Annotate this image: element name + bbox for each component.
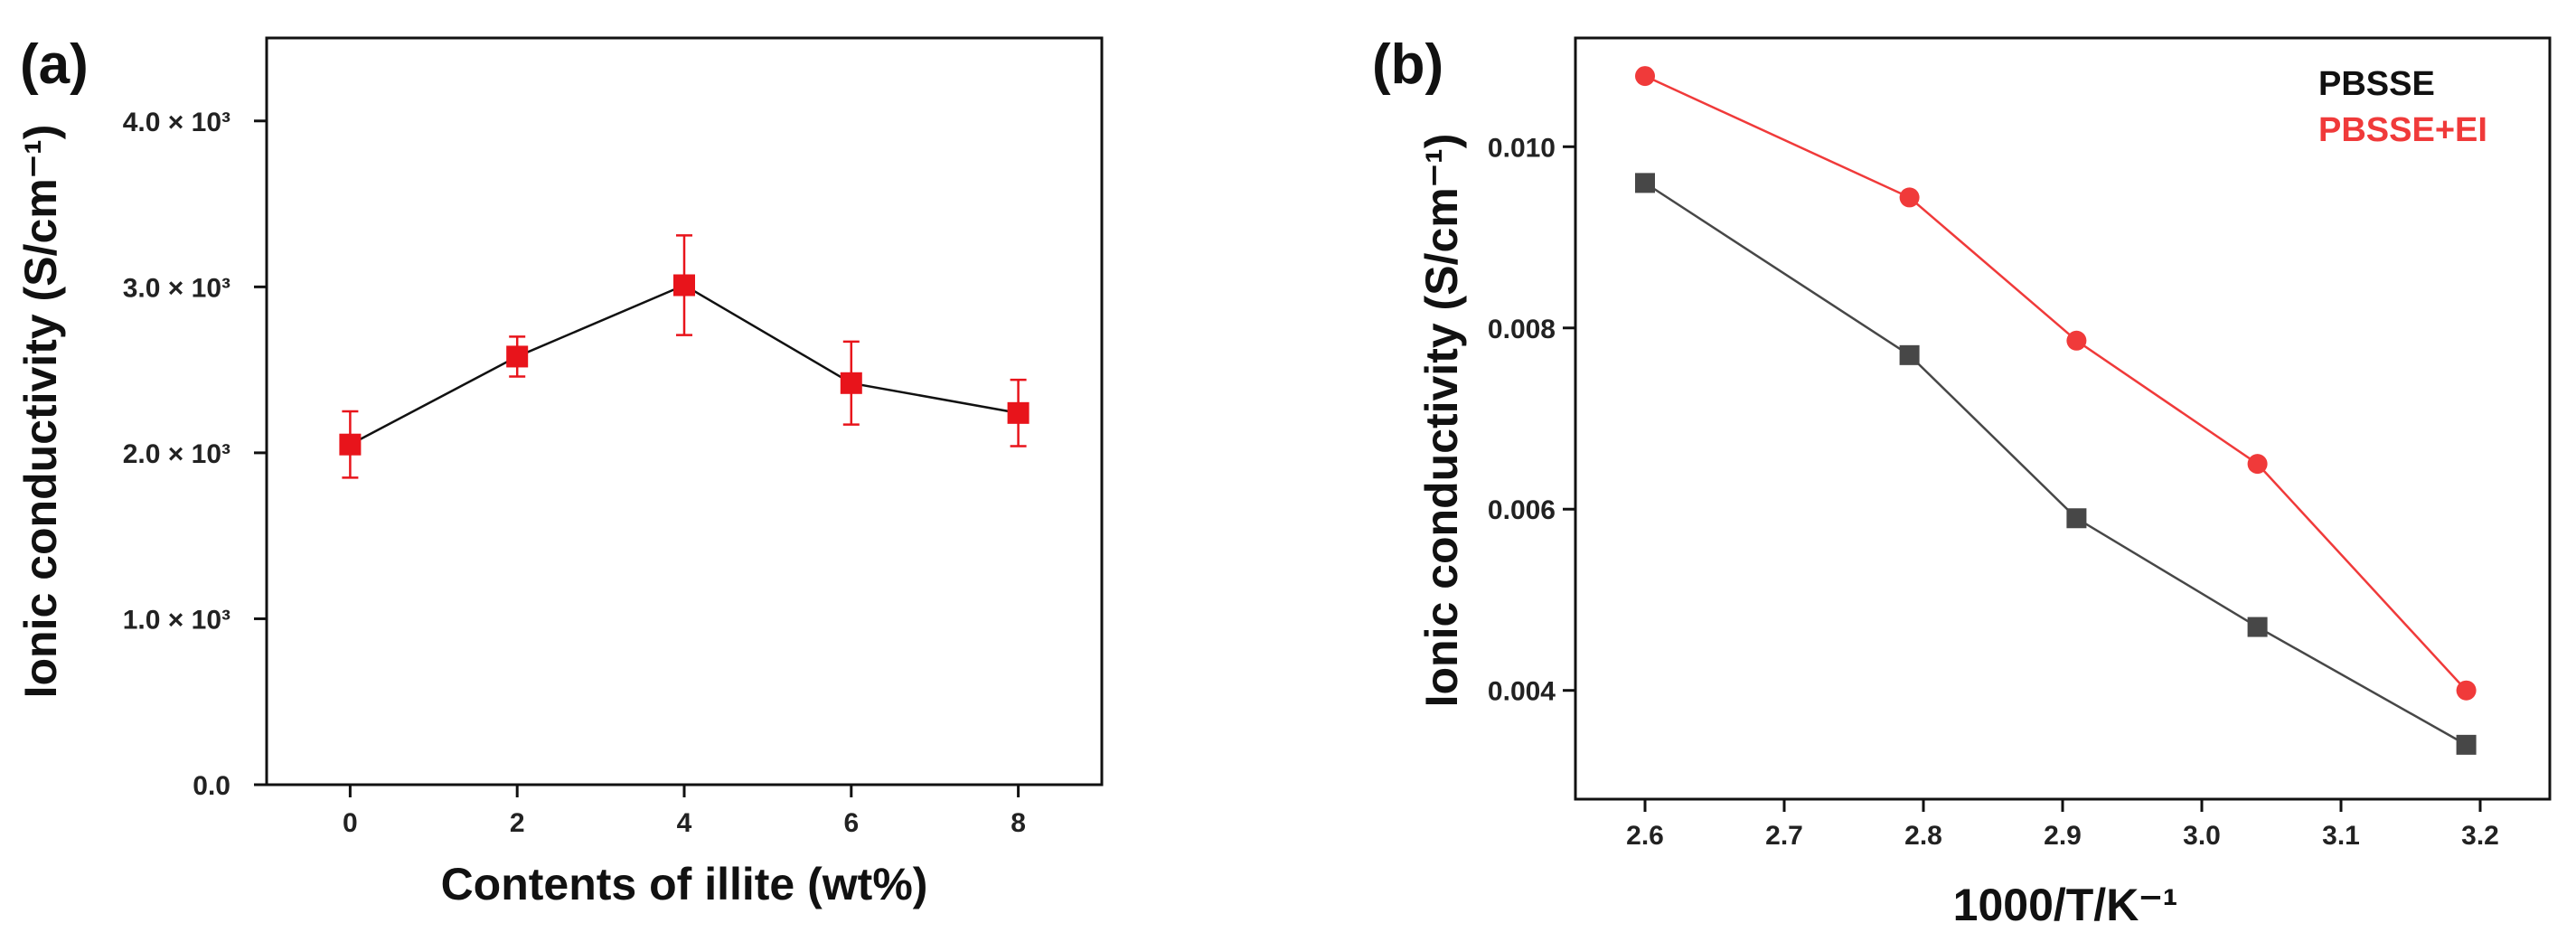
x-tick-label: 3.0: [2183, 821, 2221, 851]
panel-b-x-ticks: 2.6 2.7 2.8 2.9 3.0 3.1 3.2: [1626, 799, 2499, 851]
data-point: [2456, 680, 2477, 701]
data-point: [1635, 173, 1655, 193]
y-tick-label: 0.0: [193, 771, 230, 801]
panel-a-y-axis-title: Ionic conductivity (S/cm⁻¹): [15, 125, 66, 699]
panel-b-x-axis-title: 1000/T/K⁻¹: [1953, 880, 2178, 930]
panel-a-data: [339, 234, 1029, 479]
data-point: [2456, 734, 2477, 755]
x-tick-label: 2.8: [1904, 821, 1942, 851]
x-tick-label: 2.6: [1626, 821, 1664, 851]
x-tick-label: 4: [677, 808, 692, 838]
data-point: [2247, 617, 2268, 637]
panel-a: (a) 0 2 4 6 8 0.0 1.0 × 10³ 2.0 × 10³ 3.0 × 10³…: [15, 33, 1104, 909]
y-tick-label: 0.010: [1488, 133, 1556, 163]
x-tick-label: 0: [343, 808, 358, 838]
data-point: [1635, 66, 1655, 87]
y-tick-label: 0.006: [1488, 495, 1556, 525]
panel-a-plot-frame: [265, 36, 1104, 787]
data-point: [1899, 344, 1920, 365]
panel-b-data: [1635, 66, 2477, 755]
panel-b-y-axis-title: Ionic conductivity (S/cm⁻¹): [1416, 134, 1467, 708]
data-point: [339, 433, 362, 456]
x-tick-label: 2.9: [2044, 821, 2082, 851]
y-tick-label: 4.0 × 10³: [123, 108, 230, 137]
data-point: [2066, 330, 2087, 351]
panel-b-plot-frame: [1574, 36, 2552, 801]
data-point: [673, 274, 695, 297]
panel-a-x-ticks: 0 2 4 6 8: [343, 785, 1026, 838]
y-tick-label: 2.0 × 10³: [123, 439, 230, 469]
data-point: [506, 345, 529, 368]
legend-entry-pbsse: PBSSE: [2318, 65, 2435, 103]
data-point: [1007, 401, 1029, 424]
data-point: [2066, 508, 2087, 529]
x-tick-label: 3.2: [2461, 821, 2499, 851]
panel-b: (b) 2.6 2.7 2.8 2.9 3.0 3.1 3.2 0.0040.0060.00…: [1372, 33, 2552, 930]
data-point: [2247, 454, 2268, 475]
series-line-pbsse: [1644, 182, 2468, 746]
x-tick-label: 2: [510, 808, 525, 838]
series-line-pbsse-ei: [1644, 74, 2468, 692]
panel-b-label: (b): [1372, 33, 1443, 96]
panel-b-legend: PBSSE PBSSE+EI: [2318, 65, 2487, 149]
data-point: [1899, 187, 1920, 208]
panel-b-y-ticks: 0.004 0.006 0.008 0.010: [1488, 133, 1575, 707]
panel-a-x-axis-title: Contents of illite (wt%): [441, 859, 928, 909]
x-tick-label: 2.7: [1765, 821, 1803, 851]
x-tick-label: 3.1: [2322, 821, 2360, 851]
y-tick-label: 0.008: [1488, 315, 1556, 344]
x-tick-label: 6: [843, 808, 859, 838]
legend-entry-pbsse-ei: PBSSE+EI: [2318, 111, 2487, 149]
y-tick-label: 3.0 × 10³: [123, 273, 230, 303]
x-tick-label: 8: [1011, 808, 1026, 838]
y-tick-label: 1.0 × 10³: [123, 605, 230, 635]
data-point: [840, 372, 862, 394]
panel-a-label: (a): [20, 33, 89, 96]
panel-a-y-ticks: 0.0 1.0 × 10³ 2.0 × 10³ 3.0 × 10³ 4.0 × 10³: [123, 108, 267, 801]
y-tick-label: 0.004: [1488, 677, 1556, 707]
